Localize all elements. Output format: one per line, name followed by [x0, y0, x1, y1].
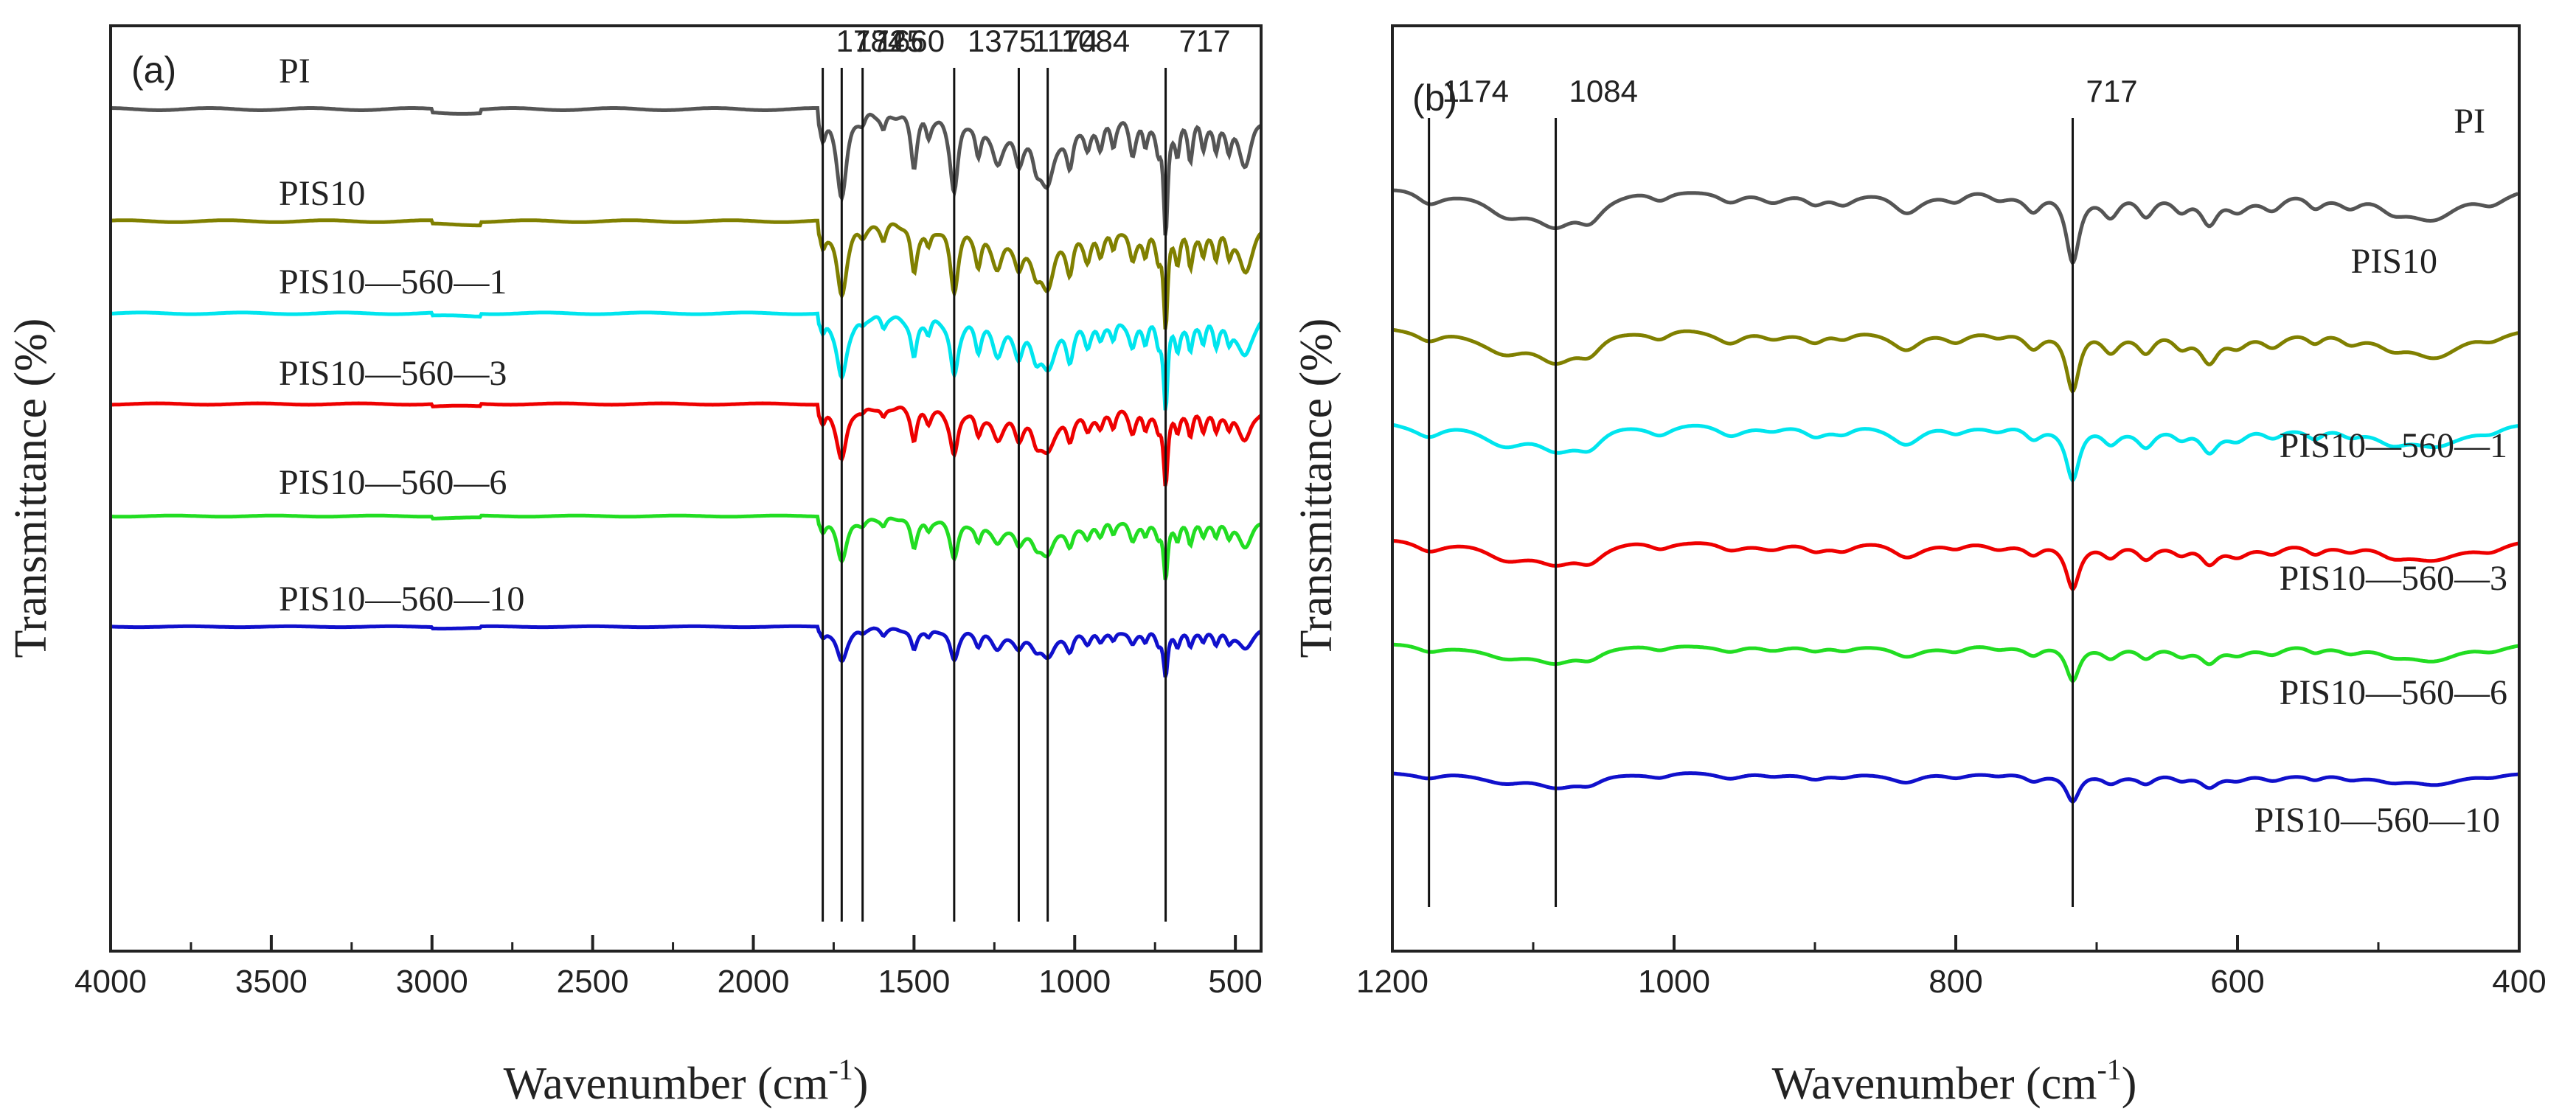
panel-b-series-label-3: PIS10—560—1 — [2280, 426, 2507, 465]
panel-a-x-tick-label-4000: 4000 — [74, 964, 147, 1000]
panel-b-x-tick-label-600: 600 — [2210, 964, 2264, 1000]
panel-b-x-axis-title-main: Wavenumber (cm — [1772, 1059, 2097, 1109]
panel-a-x-axis-title: Wavenumber (cm-1) — [504, 1053, 869, 1109]
panel-a-x-tick-label-1000: 1000 — [1038, 964, 1111, 1000]
panel-b-series-label-4: PIS10—560—3 — [2280, 559, 2507, 598]
panel-b-peak-label-717: 717 — [2086, 74, 2138, 108]
panel-b-series-label-1: PI — [2454, 102, 2485, 141]
panel-b-x-axis-title: Wavenumber (cm-1) — [1772, 1053, 2137, 1109]
panel-a-x-tick-label-500: 500 — [1208, 964, 1262, 1000]
panel-a-series-line-5 — [111, 513, 1262, 581]
panel-a-x-tick-label-2500: 2500 — [557, 964, 629, 1000]
panel-a-series-line-1 — [111, 106, 1263, 236]
panel-b-series-label-6: PIS10—560—10 — [2254, 801, 2500, 840]
panel-a-x-tick-label-3000: 3000 — [396, 964, 468, 1000]
panel-b-series-line-4 — [1392, 538, 2518, 591]
panel-a-peak-label-1660: 1660 — [876, 24, 945, 58]
panel-b-x-tick-label-1200: 1200 — [1356, 964, 1428, 1000]
panel-a-x-tick-label-2000: 2000 — [718, 964, 790, 1000]
panel-b-series-line-2 — [1392, 327, 2518, 394]
panel-a-peak-label-1084: 1084 — [1061, 24, 1130, 58]
panel-a-series-label-3: PIS10—560—1 — [279, 262, 507, 302]
panel-a-frame — [109, 24, 1263, 953]
panel-b-x-tick-label-400: 400 — [2492, 964, 2546, 1000]
panel-b-label: (b) — [1412, 77, 1457, 119]
panel-a-x-tick-label-3500: 3500 — [235, 964, 308, 1000]
panel-a-x-tick-label-1500: 1500 — [878, 964, 950, 1000]
panel-b-x-tick-label-1000: 1000 — [1638, 964, 1710, 1000]
panel-a-x-axis-title-close: ) — [853, 1059, 869, 1109]
panel-b-x-axis-title-close: ) — [2122, 1059, 2137, 1109]
panel-a-series-label-2: PIS10 — [279, 174, 365, 213]
panel-b-series-line-5 — [1392, 642, 2518, 683]
panel-a-x-axis-title-sup: -1 — [828, 1053, 853, 1086]
panel-b-series-line-1 — [1392, 188, 2519, 265]
panel-a-peak-label-1375: 1375 — [968, 24, 1036, 58]
panel-a-peak-label-1725: 1725 — [855, 24, 923, 58]
panel-a-peak-label-1174: 1174 — [1032, 24, 1098, 58]
panel-a-series-line-4 — [111, 401, 1263, 487]
panel-b-series-label-2: PIS10 — [2351, 242, 2437, 281]
panel-b-x-axis-title-sup: -1 — [2097, 1053, 2121, 1086]
panel-b-series-label-5: PIS10—560—6 — [2280, 673, 2507, 712]
panel-b-x-tick-label-800: 800 — [1928, 964, 1982, 1000]
panel-b-peak-label-1174: 1174 — [1443, 74, 1509, 108]
panel-b-series-line-3 — [1392, 422, 2518, 482]
panel-a: PI PIS10 PIS10—560—1 PIS10—560—3 PIS10—560—6… — [6, 24, 1263, 1109]
panel-a-y-axis-title: Transmittance (%) — [6, 319, 56, 658]
panel-a-x-axis-title-main: Wavenumber (cm — [504, 1059, 829, 1109]
panel-a-series-line-6 — [111, 624, 1263, 678]
panel-a-label: (a) — [131, 49, 176, 91]
panel-a-peak-label-1784: 1784 — [836, 24, 905, 58]
panel-a-series-line-3 — [110, 310, 1263, 411]
panel-a-peak-label-717: 717 — [1179, 24, 1231, 58]
panel-b-series-line-6 — [1392, 771, 2518, 804]
panel-a-series-label-1: PI — [279, 52, 310, 91]
panel-a-series-label-5: PIS10—560—6 — [279, 463, 507, 502]
panel-b-peak-label-1084: 1084 — [1569, 74, 1638, 108]
panel-a-series-label-6: PIS10—560—10 — [279, 580, 524, 619]
panel-b: PI PIS10 PIS10—560—1 PIS10—560—3 PIS10—560—6… — [1291, 24, 2547, 1109]
panel-a-series-line-2 — [110, 218, 1263, 330]
panel-b-y-axis-title: Transmittance (%) — [1291, 319, 1341, 658]
panel-a-series-label-4: PIS10—560—3 — [279, 354, 507, 393]
